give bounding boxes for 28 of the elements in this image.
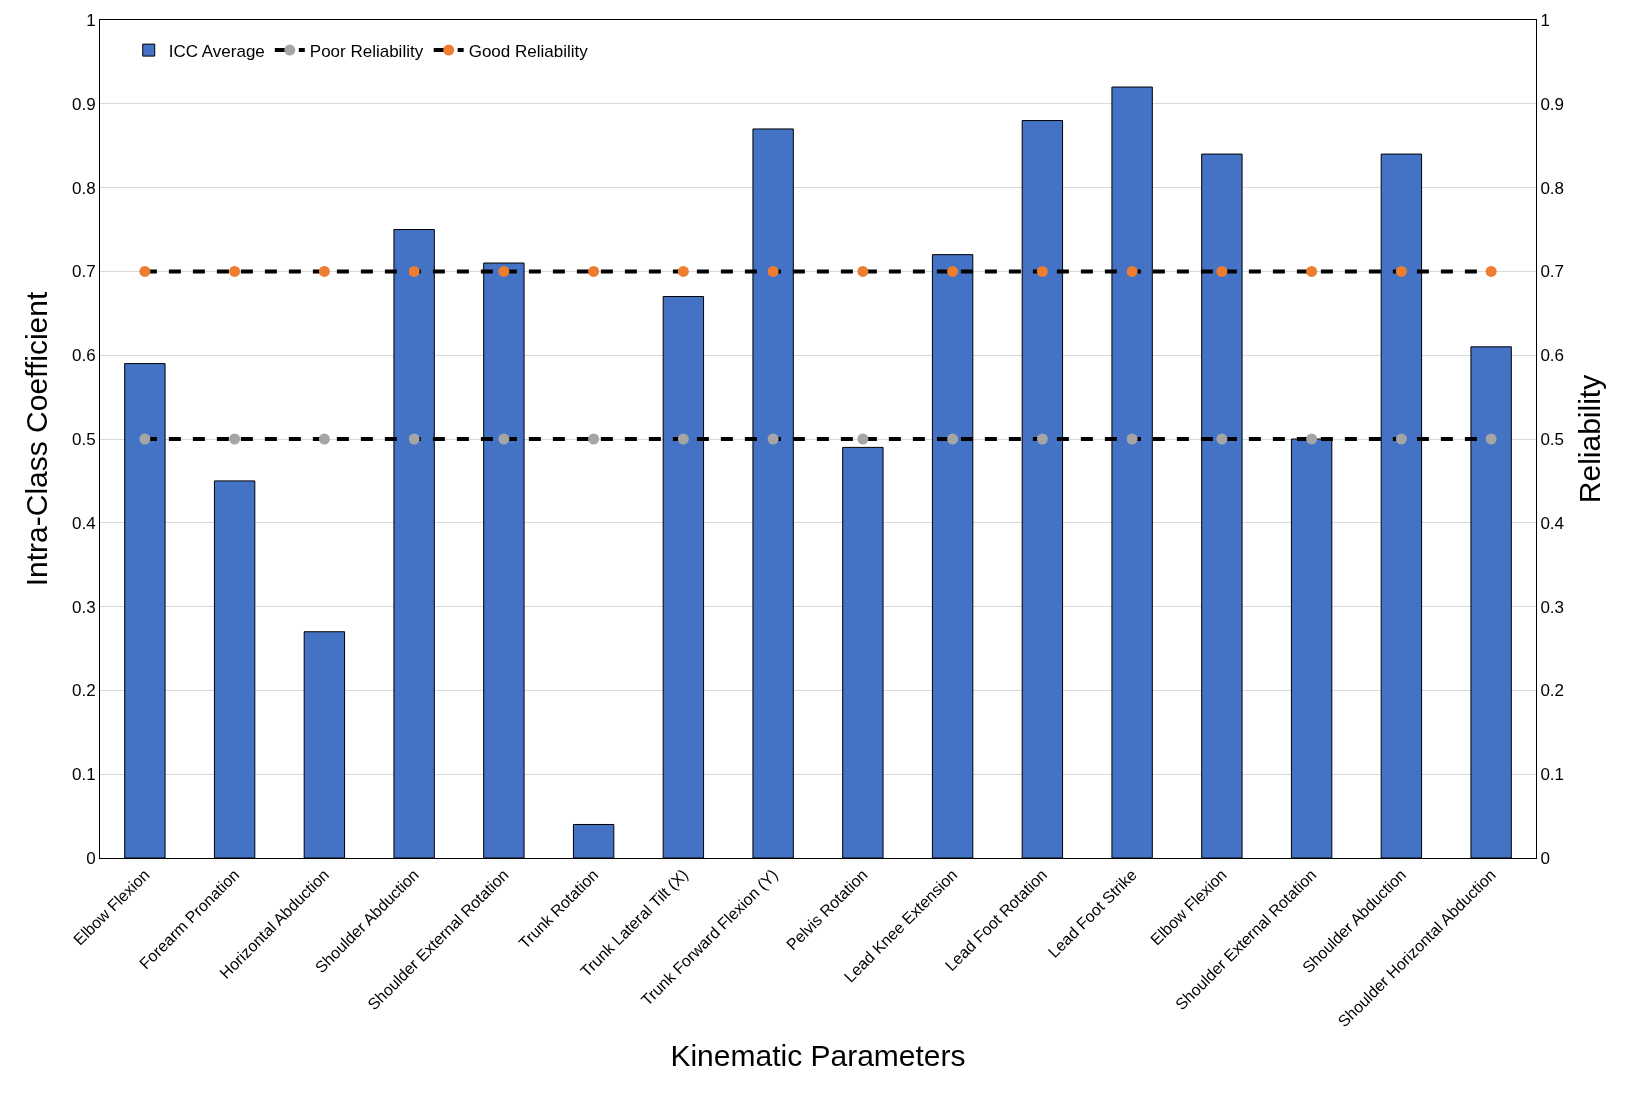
y-tick-label: 0.9 [71,94,96,114]
y2-tick-label: 0.6 [1540,346,1565,366]
y2-tick-label: 0.5 [1540,429,1565,449]
y2-tick-label: 0 [1540,848,1550,868]
y-tick-label: 0.3 [71,597,96,617]
y2-tick-label: 0.7 [1540,262,1565,282]
y2-tick-label: 0.8 [1540,178,1565,198]
y-tick-label: 0.4 [71,513,96,533]
y2-tick-label: 0.4 [1540,513,1565,533]
y2-tick-label: 0.3 [1540,597,1565,617]
y-axis-title: Intra-Class Coefficient [19,291,53,587]
y-tick-label: 0.8 [71,178,96,198]
y-tick-label: 0.5 [71,429,96,449]
y-tick-label: 0 [86,848,96,868]
y-tick-label: 0.2 [71,681,96,701]
x-axis-title: Kinematic Parameters [670,1038,966,1072]
y2-tick-label: 0.2 [1540,681,1565,701]
y-tick-label: 0.7 [71,262,96,282]
y2-tick-label: 1 [1540,10,1550,30]
legend-label: ICC Average [168,41,265,61]
y-tick-label: 0.1 [71,765,96,785]
legend-label: Good Reliability [468,41,589,61]
legend-label: Poor Reliability [309,41,424,61]
y-tick-label: 0.6 [71,346,96,366]
y2-axis-title: Reliability [1572,374,1606,504]
y-tick-label: 1 [86,10,96,30]
y2-tick-label: 0.1 [1540,765,1565,785]
y2-tick-label: 0.9 [1540,94,1565,114]
